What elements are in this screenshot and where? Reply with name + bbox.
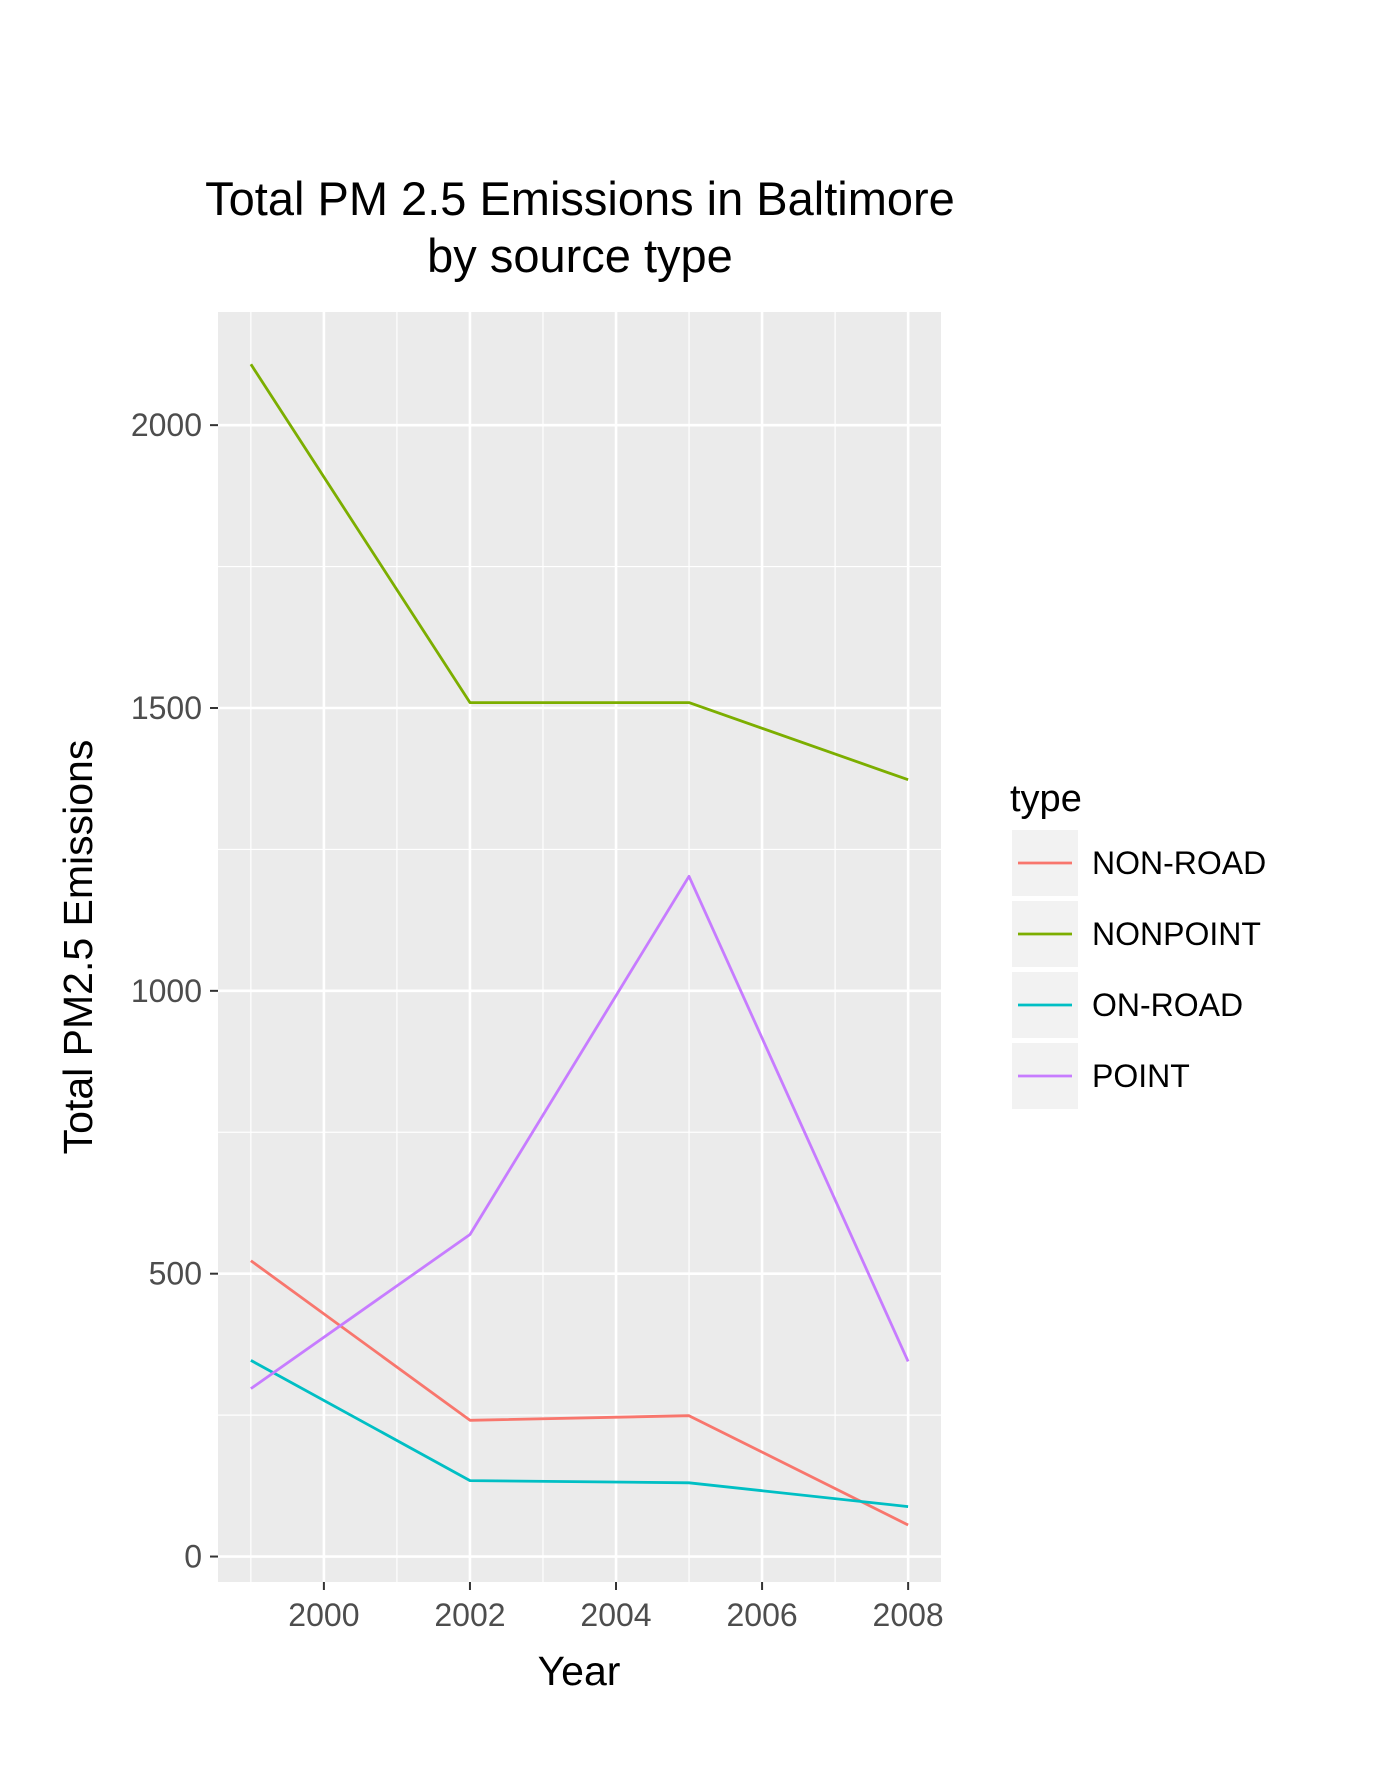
legend-label-nonpoint: NONPOINT xyxy=(1092,916,1261,952)
x-tick-label: 2006 xyxy=(726,1597,797,1633)
tick-labels: 2000 2002 2004 2006 2008 0 500 1000 1500 2000 xyxy=(131,407,944,1633)
legend-title: type xyxy=(1010,778,1082,820)
series-line-on-road xyxy=(250,1359,909,1508)
legend-label-non-road: NON-ROAD xyxy=(1092,845,1266,881)
plot-panel xyxy=(218,312,941,1582)
series-line-nonpoint xyxy=(249,363,909,782)
legend-label-point: POINT xyxy=(1092,1058,1190,1094)
series-lines xyxy=(249,363,910,1527)
x-tick-label: 2004 xyxy=(580,1597,651,1633)
y-tick-label: 2000 xyxy=(131,407,202,443)
legend-items: NON-ROAD NONPOINT ON-ROAD POINT xyxy=(1012,830,1266,1109)
x-axis-title: Year xyxy=(538,1648,621,1694)
legend: type NON-ROAD NONPOINT ON-ROAD POINT xyxy=(1010,778,1266,1109)
x-tick-label: 2008 xyxy=(873,1597,944,1633)
x-tick-label: 2000 xyxy=(288,1597,359,1633)
major-gridlines xyxy=(218,312,941,1582)
chart-title-line-1: Total PM 2.5 Emissions in Baltimore xyxy=(205,172,955,225)
y-tick-label: 500 xyxy=(149,1256,202,1292)
axis-ticks xyxy=(210,424,910,1590)
y-axis-title: Total PM2.5 Emissions xyxy=(55,740,101,1155)
minor-gridlines xyxy=(218,312,941,1582)
legend-label-on-road: ON-ROAD xyxy=(1092,987,1243,1023)
y-tick-label: 1000 xyxy=(131,973,202,1009)
y-tick-label: 1500 xyxy=(131,690,202,726)
x-tick-label: 2002 xyxy=(434,1597,505,1633)
series-line-point xyxy=(250,874,910,1390)
chart-title-line-2: by source type xyxy=(427,229,733,282)
y-tick-label: 0 xyxy=(184,1539,202,1575)
series-line-non-road xyxy=(250,1259,909,1527)
